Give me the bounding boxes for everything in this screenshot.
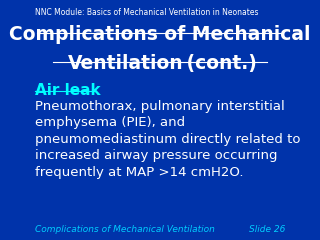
Text: Slide 26: Slide 26 — [249, 225, 285, 234]
Text: (cont.): (cont.) — [180, 54, 257, 73]
Text: Air leak: Air leak — [35, 83, 100, 98]
Text: Pneumothorax, pulmonary interstitial
emphysema (PIE), and
pneumomediastinum dire: Pneumothorax, pulmonary interstitial emp… — [35, 100, 300, 179]
Text: Complications of Mechanical Ventilation: Complications of Mechanical Ventilation — [35, 225, 215, 234]
Text: NNC Module: Basics of Mechanical Ventilation in Neonates: NNC Module: Basics of Mechanical Ventila… — [35, 8, 258, 18]
Text: Ventilation: Ventilation — [68, 54, 183, 73]
Text: Complications of Mechanical: Complications of Mechanical — [9, 25, 311, 44]
